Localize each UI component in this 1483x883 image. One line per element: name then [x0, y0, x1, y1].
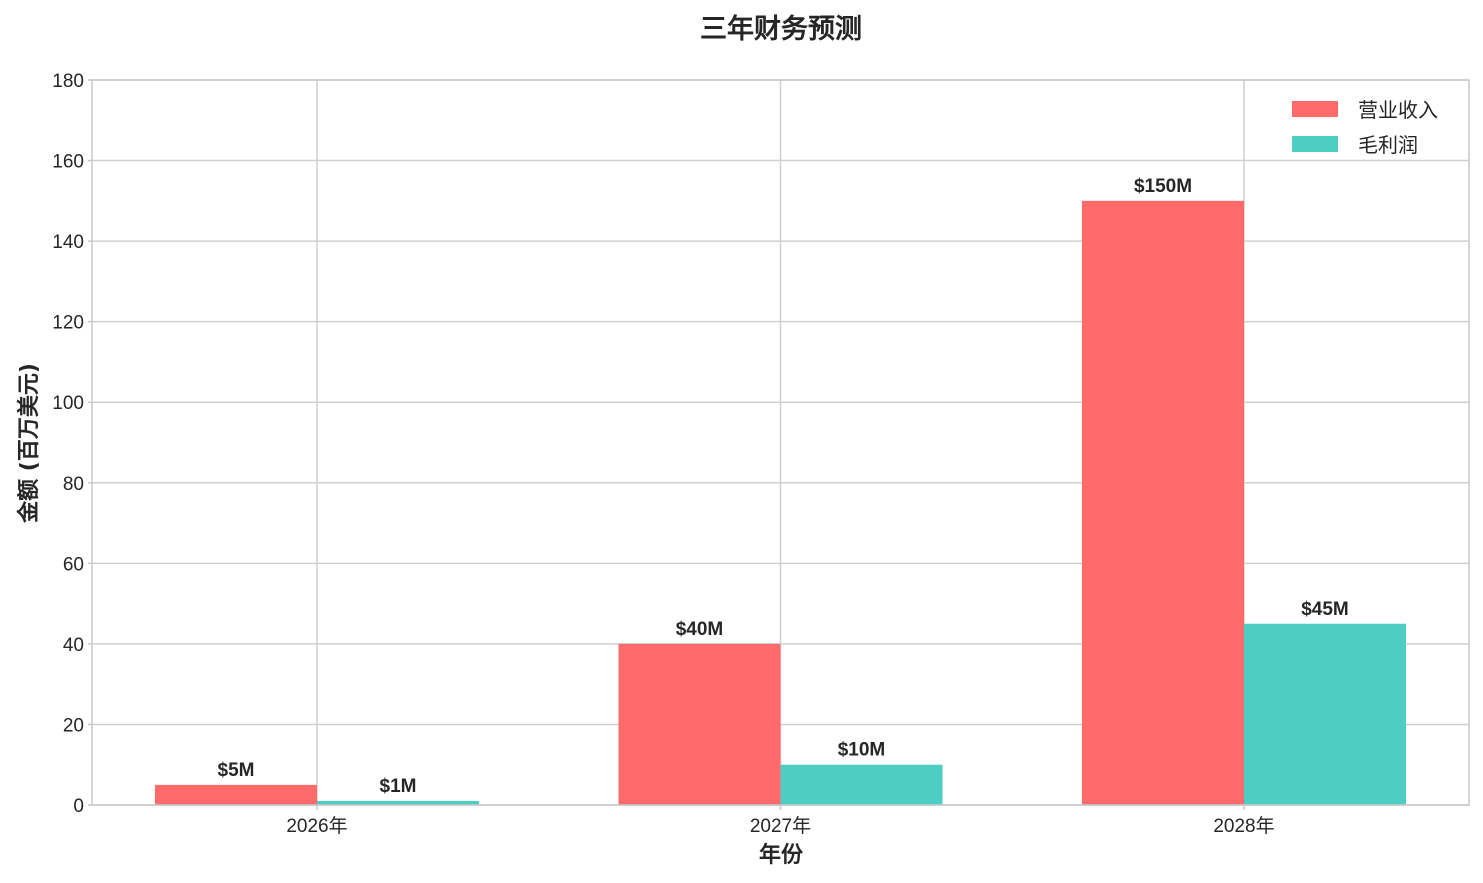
bar-value-label: $150M — [1134, 176, 1192, 197]
x-axis-label: 年份 — [759, 842, 804, 868]
y-tick-label: 80 — [63, 474, 84, 495]
y-tick-label: 20 — [63, 715, 84, 736]
y-axis-label: 金额 (百万美元) — [16, 363, 42, 524]
bars — [155, 200, 1406, 806]
bar-gross-profit — [780, 764, 943, 805]
bar-gross-profit — [317, 800, 479, 805]
y-tick-label: 140 — [52, 232, 84, 253]
bar-revenue — [1082, 200, 1244, 806]
bar-value-label: $1M — [380, 776, 417, 797]
y-axis-ticks: 0 20 40 60 80 100 120 140 160 180 — [52, 71, 92, 817]
y-tick-label: 40 — [63, 635, 84, 656]
x-tick-label: 2026年 — [286, 815, 347, 837]
y-tick-label: 160 — [52, 152, 84, 173]
legend-swatch — [1292, 101, 1338, 117]
bar-revenue — [155, 784, 317, 805]
y-tick-label: 180 — [52, 71, 84, 92]
bar-revenue — [618, 643, 781, 805]
x-tick-label: 2027年 — [750, 815, 811, 837]
legend-label: 营业收入 — [1358, 98, 1438, 122]
x-axis-ticks: 2026年 2027年 2028年 — [286, 805, 1275, 837]
y-tick-label: 100 — [52, 393, 84, 414]
legend-label: 毛利润 — [1358, 133, 1418, 157]
bar-value-label: $5M — [218, 760, 255, 781]
y-tick-label: 120 — [52, 313, 84, 334]
y-tick-label: 0 — [73, 796, 84, 817]
bar-value-label: $40M — [676, 619, 724, 640]
chart-title: 三年财务预测 — [700, 13, 862, 45]
bar-value-label: $10M — [838, 740, 886, 761]
bar-value-label: $45M — [1301, 599, 1349, 620]
legend-swatch — [1292, 136, 1338, 152]
x-tick-label: 2028年 — [1213, 815, 1274, 837]
y-tick-label: 60 — [63, 554, 84, 575]
data-labels: $5M $40M $150M $1M $10M $45M — [218, 176, 1349, 797]
bar-gross-profit — [1244, 623, 1406, 805]
